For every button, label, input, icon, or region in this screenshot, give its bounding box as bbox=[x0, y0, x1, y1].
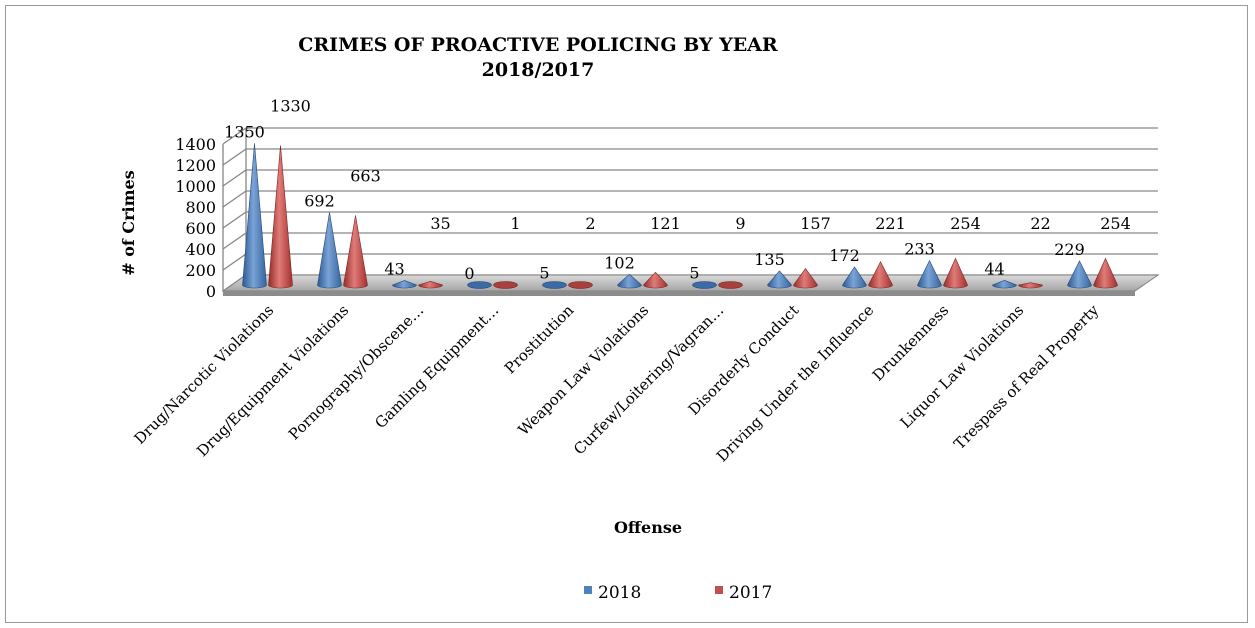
cone-2018-4 bbox=[542, 281, 567, 289]
legend-label-2017: 2017 bbox=[729, 583, 772, 603]
data-label: 229 bbox=[1054, 240, 1085, 259]
y-tick-label: 0 bbox=[206, 282, 216, 301]
cone-2018-6 bbox=[692, 281, 717, 289]
chart-subtitle: 2018/2017 bbox=[482, 59, 595, 81]
data-label: 135 bbox=[754, 250, 785, 269]
cone-2018-8 bbox=[842, 266, 867, 289]
data-label: 9 bbox=[735, 214, 745, 233]
gridline-depth bbox=[222, 253, 247, 271]
legend-swatch-2018 bbox=[584, 586, 592, 594]
legend: 2018 2017 bbox=[584, 583, 772, 603]
cone-2018-2 bbox=[392, 280, 417, 289]
y-tick-label: 600 bbox=[185, 219, 216, 238]
data-label: 157 bbox=[800, 214, 831, 233]
floor-edge bbox=[223, 291, 1135, 296]
y-tick-label: 1000 bbox=[175, 177, 216, 196]
data-label: 692 bbox=[304, 191, 335, 210]
gridline-depth bbox=[222, 148, 247, 166]
data-label: 35 bbox=[430, 214, 450, 233]
legend-swatch-2017 bbox=[715, 586, 723, 594]
gridline-depth bbox=[222, 190, 247, 208]
y-tick-label: 400 bbox=[185, 240, 216, 259]
x-tick-label: Driving Under the Influence bbox=[713, 301, 877, 465]
cone-2017-10 bbox=[1018, 282, 1043, 289]
gridline-depth bbox=[222, 211, 247, 229]
data-label: 22 bbox=[1030, 214, 1050, 233]
cone-2018-9 bbox=[917, 259, 942, 289]
cone-2017-5 bbox=[643, 271, 668, 289]
data-label: 1330 bbox=[270, 96, 311, 115]
x-tick-label: Trespass of Real Property bbox=[950, 301, 1102, 453]
data-label: 1 bbox=[510, 214, 520, 233]
data-label: 5 bbox=[539, 263, 549, 282]
gridline-depth bbox=[222, 127, 247, 145]
legend-label-2018: 2018 bbox=[598, 583, 641, 603]
cone-2018-11 bbox=[1067, 260, 1092, 289]
cone-2017-2 bbox=[418, 281, 443, 289]
y-tick-label: 200 bbox=[185, 261, 216, 280]
data-label: 1350 bbox=[224, 122, 265, 141]
x-tick-label: Curfew/Loitering/Vagran… bbox=[570, 301, 727, 458]
data-label: 663 bbox=[350, 166, 381, 185]
x-axis-title: Offense bbox=[614, 518, 682, 537]
plot-area: 020040060080010001200140013501330Drug/Na… bbox=[131, 96, 1160, 465]
cone-chart: CRIMES OF PROACTIVE POLICING BY YEAR 201… bbox=[119, 34, 1160, 603]
cone-2017-6 bbox=[718, 281, 743, 289]
cone-2018-10 bbox=[992, 280, 1017, 289]
data-label: 102 bbox=[604, 253, 635, 272]
data-label: 121 bbox=[650, 214, 681, 233]
y-tick-label: 1400 bbox=[175, 135, 216, 154]
gridline-depth bbox=[222, 232, 247, 250]
cone-2017-1 bbox=[343, 215, 368, 289]
data-label: 221 bbox=[875, 214, 906, 233]
data-label: 254 bbox=[1100, 214, 1131, 233]
x-tick-label: Liquor Law Violations bbox=[897, 301, 1028, 432]
cone-2018-3 bbox=[467, 281, 492, 289]
cone-2017-8 bbox=[868, 261, 893, 289]
chart-title: CRIMES OF PROACTIVE POLICING BY YEAR bbox=[298, 34, 778, 56]
x-tick-label: Pornography/Obscene… bbox=[285, 301, 427, 443]
data-label: 2 bbox=[585, 214, 595, 233]
x-tick-label: Drug/Narcotic Violations bbox=[131, 301, 278, 448]
cone-2018-7 bbox=[767, 270, 792, 289]
data-label: 172 bbox=[829, 246, 860, 265]
chart-frame: CRIMES OF PROACTIVE POLICING BY YEAR 201… bbox=[5, 5, 1248, 623]
x-tick-label: Drunkenness bbox=[869, 301, 952, 384]
back-wall bbox=[246, 128, 1158, 275]
cone-2017-9 bbox=[943, 257, 968, 289]
x-tick-label: Weapon Law Violations bbox=[514, 301, 652, 439]
data-label: 5 bbox=[689, 263, 699, 282]
cone-2017-7 bbox=[793, 268, 818, 289]
cone-2017-11 bbox=[1093, 257, 1118, 289]
data-label: 43 bbox=[384, 259, 404, 278]
x-tick-label: Drug/Equipment Violations bbox=[193, 301, 352, 460]
data-label: 0 bbox=[464, 264, 474, 283]
x-tick-label: Prostitution bbox=[501, 301, 578, 378]
cone-2017-3 bbox=[493, 281, 518, 289]
y-tick-label: 800 bbox=[185, 198, 216, 217]
cone-2018-0 bbox=[242, 143, 267, 289]
cone-2018-1 bbox=[317, 212, 342, 289]
cone-2018-5 bbox=[617, 273, 642, 289]
y-axis-title: # of Crimes bbox=[119, 170, 138, 275]
x-tick-label: Gamling Equipment… bbox=[371, 301, 502, 432]
data-label: 233 bbox=[904, 240, 935, 259]
cone-2017-0 bbox=[268, 145, 293, 289]
y-tick-label: 1200 bbox=[175, 156, 216, 175]
data-label: 254 bbox=[950, 214, 981, 233]
gridline-depth bbox=[222, 169, 247, 187]
cone-2017-4 bbox=[568, 281, 593, 289]
data-label: 44 bbox=[984, 259, 1004, 278]
